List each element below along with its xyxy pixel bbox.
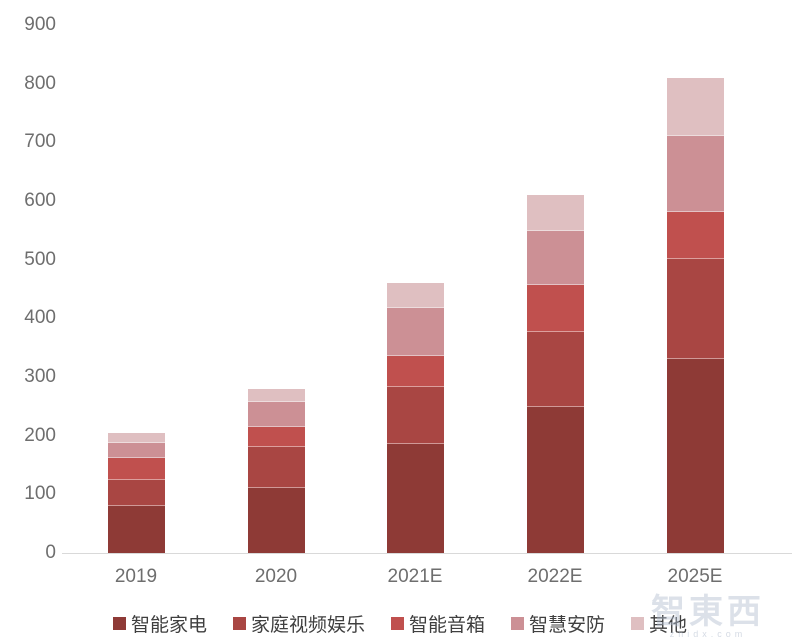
x-axis-tick-label: 2025E bbox=[667, 566, 723, 587]
bar-segment-series-3 bbox=[526, 285, 584, 333]
bar-2019 bbox=[107, 432, 165, 553]
legend-label: 智能家电 bbox=[130, 615, 207, 636]
legend-swatch-icon bbox=[112, 617, 126, 630]
x-axis-line bbox=[62, 553, 792, 554]
y-axis-tick-label: 0 bbox=[45, 542, 56, 563]
legend-item: 其他 bbox=[631, 610, 687, 637]
y-axis-tick-label: 400 bbox=[24, 307, 56, 329]
bar-segment-series-1 bbox=[666, 358, 724, 553]
bar-segment-series-5 bbox=[386, 283, 444, 309]
y-axis-tick-label: 700 bbox=[24, 131, 56, 153]
bar-segment-series-5 bbox=[247, 388, 305, 403]
y-axis-tick-label: 100 bbox=[24, 483, 56, 505]
legend-swatch-icon bbox=[631, 617, 645, 630]
bar-segment-series-4 bbox=[666, 136, 724, 213]
legend-swatch-icon bbox=[511, 617, 524, 630]
bar-segment-series-2 bbox=[386, 386, 444, 445]
x-axis-tick-label: 2021E bbox=[387, 566, 443, 587]
legend: 智能家电 家庭视频娱乐 智能音箱 智慧安防 其他 bbox=[0, 610, 800, 637]
y-axis-tick-label: 500 bbox=[24, 248, 56, 270]
legend-item: 家庭视频娱乐 bbox=[232, 610, 365, 637]
bar-segment-series-2 bbox=[666, 258, 724, 359]
bar-segment-series-1 bbox=[107, 506, 165, 553]
legend-item: 智能音箱 bbox=[390, 610, 485, 637]
bar-segment-series-5 bbox=[666, 77, 724, 137]
legend-item: 智慧安防 bbox=[511, 610, 605, 637]
bar-segment-series-4 bbox=[247, 402, 305, 428]
legend-swatch-icon bbox=[390, 617, 404, 630]
x-axis-tick-label: 2022E bbox=[527, 566, 583, 587]
bar-segment-series-3 bbox=[386, 355, 444, 387]
legend-item: 智能家电 bbox=[112, 610, 207, 637]
bar-segment-series-1 bbox=[247, 488, 305, 553]
legend-label: 家庭视频娱乐 bbox=[250, 615, 365, 636]
bar-segment-series-2 bbox=[247, 446, 305, 489]
y-axis-tick-label: 200 bbox=[24, 424, 56, 446]
x-axis-tick-label: 2020 bbox=[254, 566, 298, 587]
y-axis-tick-label: 900 bbox=[24, 14, 56, 35]
y-axis-tick-label: 300 bbox=[24, 366, 56, 387]
bar-segment-series-4 bbox=[107, 442, 165, 458]
bar-segment-series-2 bbox=[526, 332, 584, 407]
bar-2025e bbox=[666, 77, 724, 553]
bar-segment-series-5 bbox=[526, 195, 584, 231]
bar-segment-series-3 bbox=[107, 457, 165, 480]
bar-segment-series-2 bbox=[107, 479, 165, 507]
y-axis-tick-label: 600 bbox=[24, 190, 56, 211]
bar-segment-series-3 bbox=[247, 427, 305, 447]
legend-swatch-icon bbox=[232, 617, 246, 630]
legend-label: 智能音箱 bbox=[408, 615, 485, 636]
bar-segment-series-1 bbox=[386, 444, 444, 553]
bar-segment-series-5 bbox=[107, 432, 165, 443]
bar-segment-series-4 bbox=[526, 230, 584, 286]
bar-segment-series-4 bbox=[386, 308, 444, 356]
x-axis-tick-label: 2019 bbox=[114, 566, 158, 587]
bar-2022e bbox=[526, 195, 584, 553]
legend-label: 其他 bbox=[649, 615, 688, 636]
y-axis-tick-label: 800 bbox=[24, 72, 56, 94]
bar-2020 bbox=[247, 388, 305, 553]
legend-label: 智慧安防 bbox=[529, 615, 606, 636]
bar-segment-series-3 bbox=[666, 212, 724, 259]
bar-2021e bbox=[386, 283, 444, 553]
bar-segment-series-1 bbox=[526, 406, 584, 553]
